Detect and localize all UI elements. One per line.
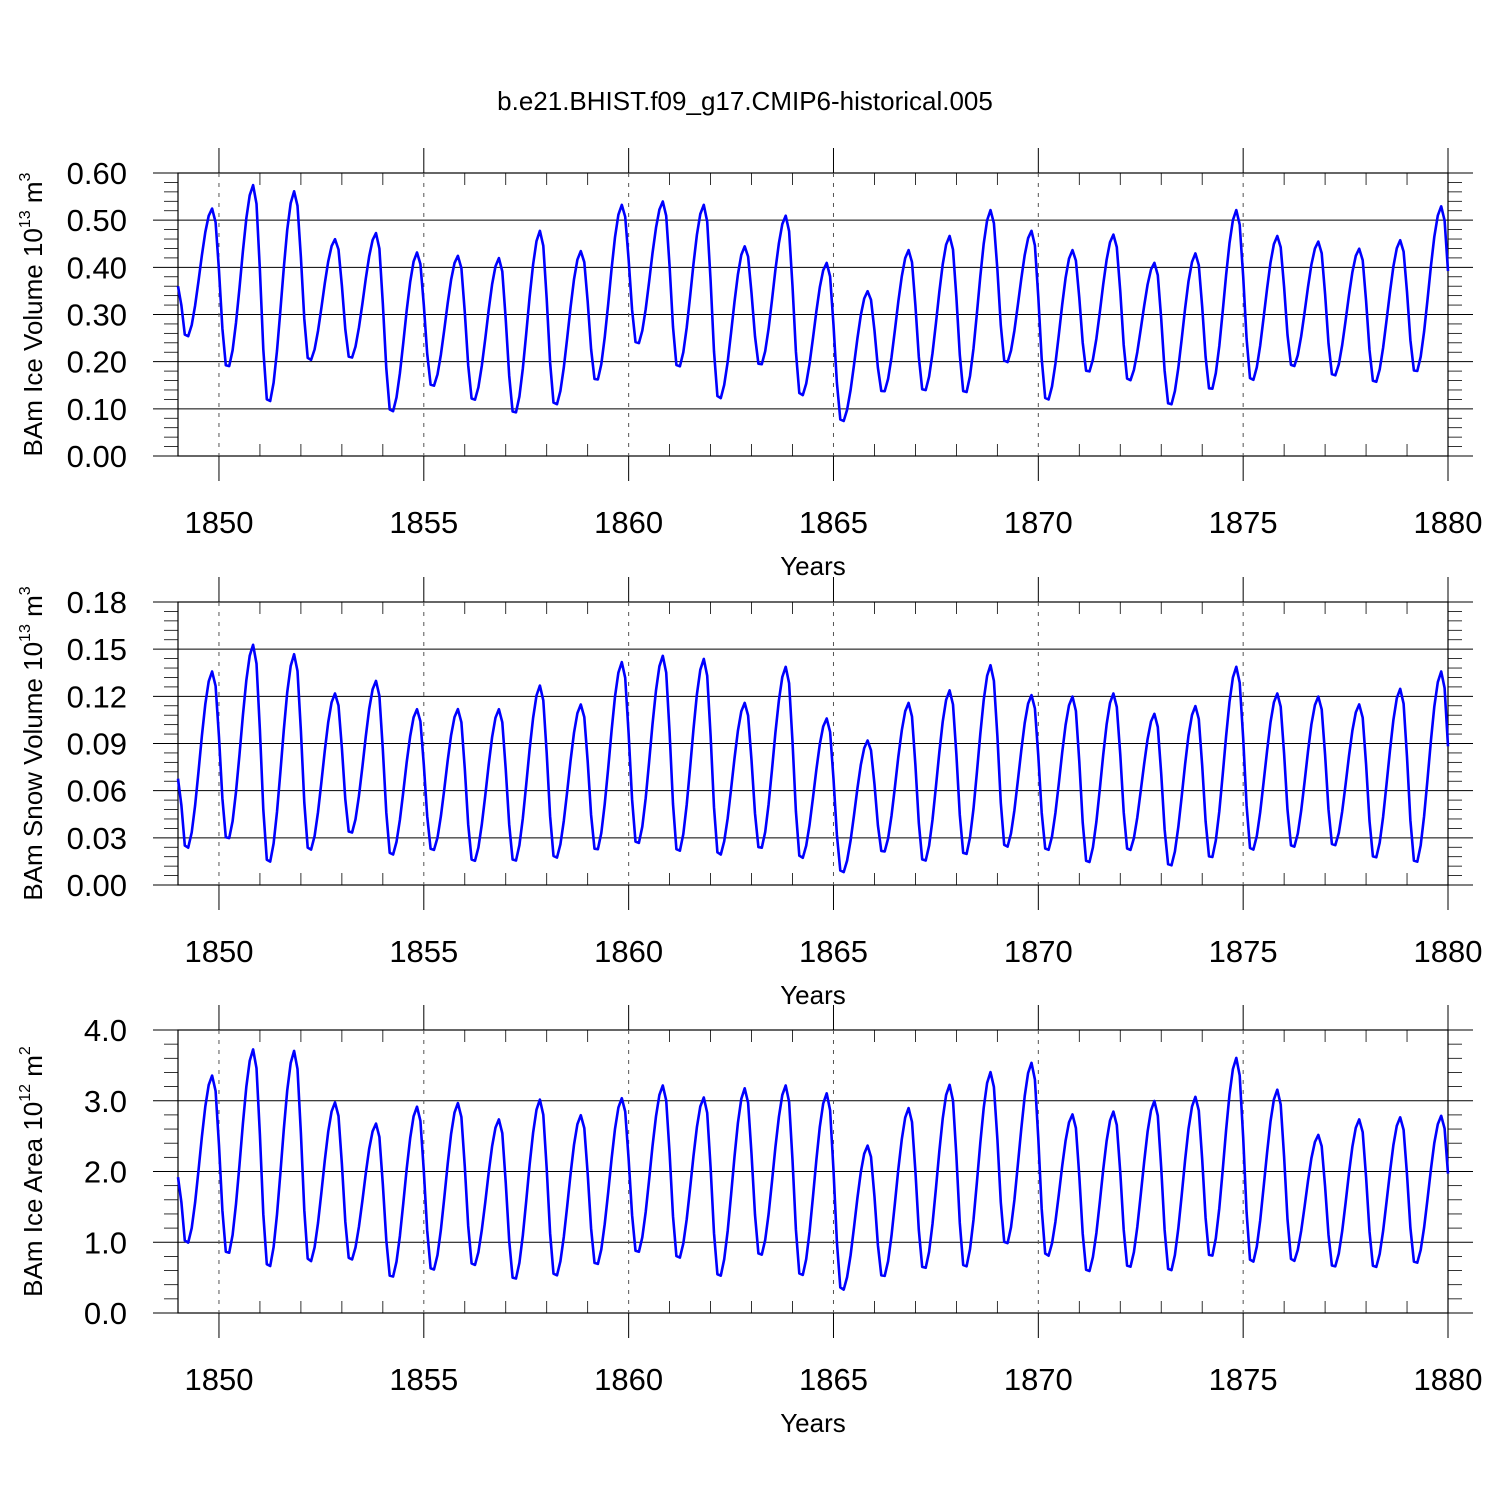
y-tick-label: 0.30	[67, 298, 127, 333]
y-tick-label: 0.00	[67, 868, 127, 903]
x-tick-label: 1860	[594, 934, 663, 969]
y-tick-label: 0.09	[67, 727, 127, 762]
y-tick-label: 0.60	[67, 156, 127, 191]
y-tick-label: 0.00	[67, 439, 127, 474]
x-tick-label: 1855	[389, 1362, 458, 1397]
series-line	[176, 183, 1450, 423]
y-axis-label: BAm Ice Volume 1013 m3	[17, 172, 48, 456]
x-tick-label: 1865	[799, 505, 868, 540]
x-tick-label: 1850	[184, 1362, 253, 1397]
y-tick-label: 0.20	[67, 345, 127, 380]
y-tick-label: 4.0	[84, 1013, 127, 1048]
x-tick-label: 1880	[1414, 1362, 1483, 1397]
x-tick-label: 1850	[184, 505, 253, 540]
x-tick-label: 1870	[1004, 1362, 1073, 1397]
series-line	[176, 1048, 1450, 1291]
series-line	[176, 643, 1450, 874]
figure-title: b.e21.BHIST.f09_g17.CMIP6-historical.005	[497, 86, 993, 116]
x-axis-label: Years	[780, 980, 846, 1010]
x-tick-label: 1875	[1209, 1362, 1278, 1397]
panel-3: 0.0 1.0 2.0 3.0 4.0 1850 1855 1860 1865 1870 1875 1…	[17, 1005, 1482, 1438]
x-tick-label: 1860	[594, 505, 663, 540]
x-axis-label: Years	[780, 551, 846, 581]
panels: 0.00 0.10 0.20 0.30 0.40 0.50 0.60 1850 1855 1860…	[17, 148, 1482, 1438]
x-tick-label: 1880	[1414, 505, 1483, 540]
y-tick-label: 0.18	[67, 585, 127, 620]
y-tick-label: 0.50	[67, 203, 127, 238]
y-tick-label: 0.06	[67, 774, 127, 809]
panel-2: 0.00 0.03 0.06 0.09 0.12 0.15 0.18 1850 1855 1860…	[17, 577, 1482, 1010]
x-tick-label: 1865	[799, 934, 868, 969]
x-tick-label: 1860	[594, 1362, 663, 1397]
x-tick-label: 1875	[1209, 934, 1278, 969]
y-axis-label: BAm Ice Area 1012 m2	[17, 1046, 48, 1297]
x-tick-label: 1870	[1004, 934, 1073, 969]
x-tick-label: 1855	[389, 934, 458, 969]
y-tick-label: 0.10	[67, 392, 127, 427]
x-tick-label: 1880	[1414, 934, 1483, 969]
x-tick-label: 1865	[799, 1362, 868, 1397]
y-tick-label: 2.0	[84, 1155, 127, 1190]
y-axis-label: BAm Snow Volume 1013 m3	[17, 586, 48, 900]
y-tick-label: 0.40	[67, 250, 127, 285]
panel-1: 0.00 0.10 0.20 0.30 0.40 0.50 0.60 1850 1855 1860…	[17, 148, 1482, 581]
y-tick-label: 1.0	[84, 1225, 127, 1260]
x-axis-label: Years	[780, 1408, 846, 1438]
x-tick-label: 1855	[389, 505, 458, 540]
y-tick-label: 0.0	[84, 1296, 127, 1331]
y-tick-label: 0.03	[67, 821, 127, 856]
x-tick-label: 1875	[1209, 505, 1278, 540]
y-tick-label: 0.15	[67, 632, 127, 667]
y-tick-label: 0.12	[67, 679, 127, 714]
x-tick-label: 1870	[1004, 505, 1073, 540]
x-tick-label: 1850	[184, 934, 253, 969]
y-tick-label: 3.0	[84, 1084, 127, 1119]
